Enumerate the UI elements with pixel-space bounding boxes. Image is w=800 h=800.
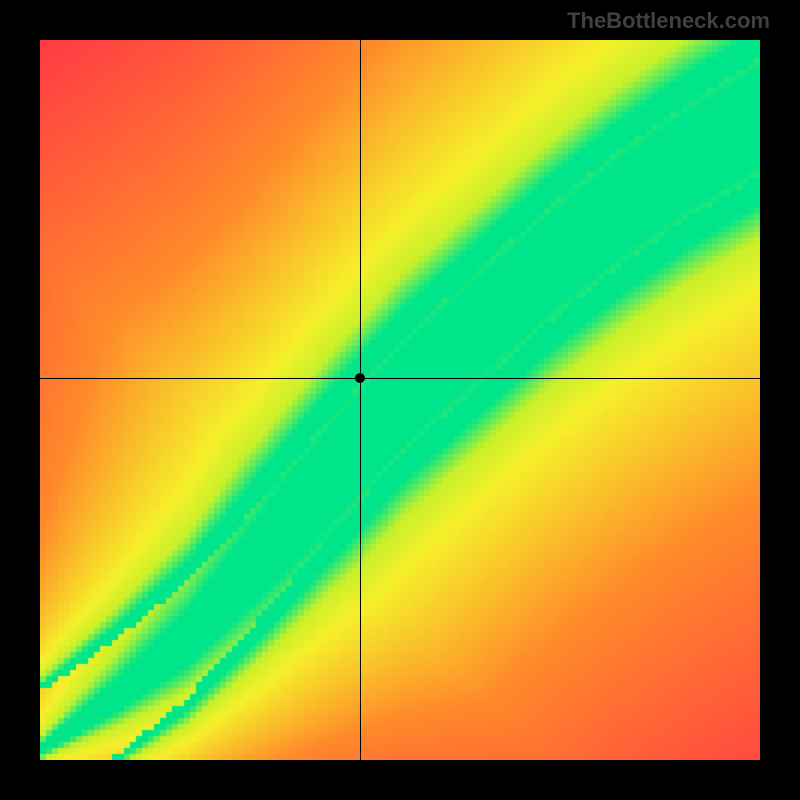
- crosshair-horizontal: [40, 378, 760, 379]
- data-point-marker: [355, 373, 365, 383]
- crosshair-vertical: [360, 40, 361, 760]
- chart-area: [40, 40, 760, 760]
- watermark-text: TheBottleneck.com: [567, 8, 770, 34]
- chart-container: TheBottleneck.com: [0, 0, 800, 800]
- heatmap-canvas: [40, 40, 760, 760]
